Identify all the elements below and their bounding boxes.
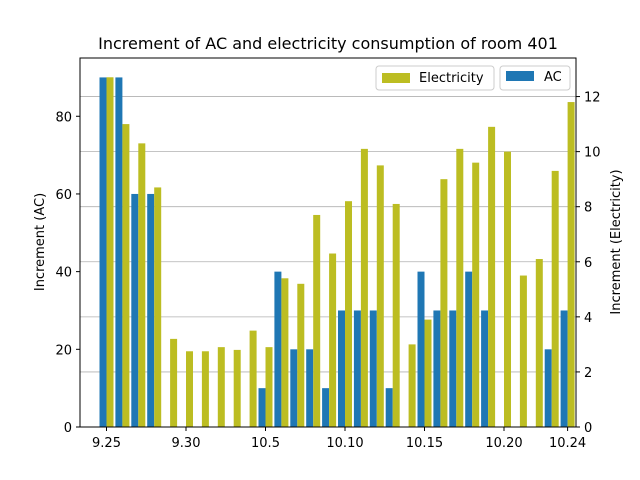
ac-bar-15	[338, 310, 345, 427]
ac-bar-16	[353, 310, 361, 427]
legend-ac-swatch	[506, 71, 534, 81]
electricity-bar-20	[424, 319, 432, 427]
ac-bar-1	[115, 77, 123, 427]
ac-bar-17	[369, 310, 377, 427]
electricity-bar-10	[265, 347, 273, 427]
x-tick-label-6: 10.24	[549, 436, 586, 451]
electricity-bar-6	[201, 351, 209, 427]
ac-bar-14	[322, 388, 330, 427]
electricity-bar-3	[154, 187, 162, 427]
ac-bars	[99, 77, 568, 427]
ac-bar-20	[417, 271, 425, 427]
x-tick-label-3: 10.10	[326, 436, 363, 451]
right-axis-ticks: 0 2 4 6 8 10 12	[576, 91, 601, 436]
electricity-bar-7	[217, 347, 225, 427]
left-tick-label-2: 40	[55, 266, 72, 281]
electricity-bar-17	[376, 165, 384, 428]
right-tick-label-2: 4	[584, 311, 592, 326]
left-axis-ticks: 0 20 40 60 80	[55, 110, 80, 436]
legend-electricity-box	[375, 65, 495, 91]
electricity-bar-22	[456, 148, 464, 427]
legend-electricity-label: Electricity	[419, 71, 484, 86]
electricity-bar-28	[551, 170, 559, 427]
electricity-bar-0	[106, 77, 114, 427]
electricity-bar-5	[186, 351, 193, 427]
ac-bar-22	[449, 310, 457, 427]
left-tick-label-3: 60	[55, 188, 72, 203]
right-tick-label-3: 6	[584, 256, 592, 271]
electricity-bar-21	[440, 179, 448, 427]
left-tick-label-1: 20	[55, 343, 72, 358]
electricity-bar-19	[408, 344, 416, 427]
plot-frame	[79, 57, 577, 428]
electricity-bar-27	[535, 259, 543, 427]
electricity-bar-12	[297, 283, 305, 427]
ac-bar-3	[147, 193, 155, 427]
ac-bar-2	[131, 193, 139, 427]
x-tick-label-5: 10.20	[485, 436, 522, 451]
electricity-bar-24	[488, 126, 496, 427]
ac-bar-13	[306, 349, 314, 427]
ac-bar-0	[99, 77, 107, 427]
legend-ac: AC	[499, 65, 571, 91]
electricity-bar-9	[249, 330, 257, 427]
electricity-bar-4	[170, 338, 178, 427]
electricity-bar-26	[519, 275, 527, 427]
ac-bar-11	[274, 271, 282, 427]
ac-bar-29	[560, 310, 568, 427]
right-tick-label-1: 2	[584, 366, 592, 381]
ac-bar-24	[481, 310, 489, 427]
electricity-bar-15	[345, 201, 352, 427]
x-tick-label-4: 10.15	[406, 436, 443, 451]
left-axis-label: Increment (AC)	[33, 193, 48, 291]
legend-electricity-swatch	[382, 73, 410, 83]
electricity-bar-18	[392, 203, 400, 427]
ac-bar-12	[290, 349, 298, 427]
electricity-bar-23	[472, 162, 480, 427]
chart-title: Increment of AC and electricity consumpt…	[98, 34, 558, 53]
ac-bar-23	[465, 271, 473, 427]
electricity-bar-29	[567, 102, 575, 428]
right-tick-label-5: 10	[584, 146, 601, 161]
ac-bar-21	[433, 310, 441, 427]
right-tick-label-6: 12	[584, 91, 601, 106]
right-tick-label-4: 8	[584, 201, 592, 216]
x-tick-label-2: 10.5	[251, 436, 280, 451]
electricity-bar-16	[360, 148, 368, 427]
electricity-bar-1	[122, 124, 130, 428]
ac-bar-10	[258, 388, 266, 427]
right-tick-label-0: 0	[584, 421, 592, 436]
left-tick-label-4: 80	[55, 110, 72, 125]
electricity-bar-25	[504, 151, 511, 427]
electricity-bar-14	[329, 253, 337, 427]
electricity-bar-13	[313, 214, 321, 427]
right-axis-label: Increment (Electricity)	[609, 169, 624, 314]
electricity-bar-8	[233, 349, 241, 427]
x-tick-label-1: 9.30	[172, 436, 201, 451]
left-tick-label-0: 0	[64, 421, 72, 436]
ac-bar-18	[385, 388, 393, 427]
legend-ac-label: AC	[544, 70, 562, 85]
legend-electricity: Electricity	[375, 65, 495, 91]
ac-bar-28	[544, 349, 552, 427]
electricity-bars	[106, 77, 575, 428]
electricity-bar-2	[138, 143, 146, 428]
x-tick-label-0: 9.25	[92, 436, 121, 451]
electricity-bar-11	[281, 278, 289, 427]
x-axis-ticks: 9.25 9.30 10.5 10.10 10.15 10.20 10.24	[92, 427, 586, 451]
